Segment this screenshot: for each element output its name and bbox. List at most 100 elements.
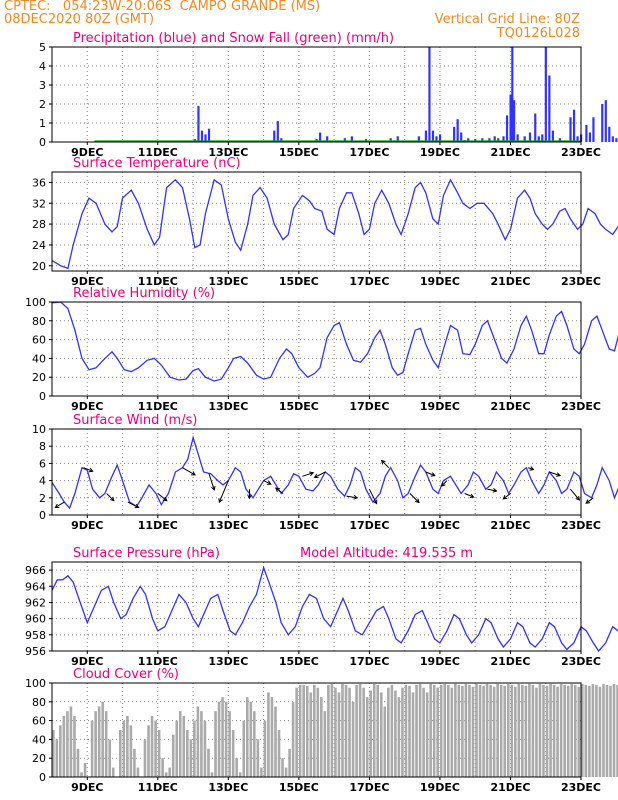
chart-panel-4: 0 2 4 6 8 10 9DEC 11DEC 13DEC 15DEC 17DEC 19DEC 21DE… (32, 413, 618, 532)
precip-bar (438, 134, 442, 142)
cloud-cover-bar (245, 697, 249, 777)
cloud-cover-bar (577, 686, 581, 777)
cloud-cover-bar (545, 685, 549, 777)
x-tick-label: 11DEC (138, 781, 178, 794)
cloud-cover-bar (411, 692, 415, 777)
cloud-cover-bar (186, 730, 189, 777)
wind-arrow (549, 471, 561, 477)
cloud-cover-bar (401, 687, 404, 777)
y-tick-label: 20 (32, 260, 46, 273)
precip-bar (516, 134, 519, 142)
wind-arrow (425, 471, 436, 477)
precip-bar (576, 136, 579, 142)
precip-bar (350, 136, 353, 142)
x-tick-label: 13DEC (208, 519, 248, 532)
wind-arrow-head (134, 503, 140, 509)
wind-arrow-head (353, 495, 359, 500)
plot-frame (51, 428, 582, 516)
cloud-cover-bar (429, 683, 432, 777)
cloud-cover-bar (161, 758, 164, 777)
x-tick-label: 15DEC (279, 275, 319, 288)
cloud-cover-bar (595, 684, 598, 777)
cloud-cover-bar (341, 683, 344, 777)
wind-arrow (208, 473, 215, 491)
cloud-cover-bar (330, 683, 334, 777)
wind-arrow (302, 472, 314, 477)
y-tick-label: 0 (39, 136, 46, 149)
cloud-cover-bar (471, 686, 475, 777)
precip-bar (467, 138, 470, 142)
chart-panel-6: 0 20 40 60 80 100 9DEC 11DEC 13DEC 15DEC 17DEC 19DE… (25, 667, 618, 794)
cloud-cover-bar (334, 687, 337, 777)
x-tick-label: 13DEC (208, 146, 248, 159)
cloud-cover-bar (612, 683, 616, 777)
x-tick-label: 9DEC (71, 146, 103, 159)
precip-bar (276, 121, 279, 142)
precip-bar (537, 136, 540, 142)
precip-bar (588, 132, 592, 142)
cloud-cover-bar (351, 701, 355, 777)
precip-bar (544, 47, 547, 142)
wind-arrow-head (469, 493, 475, 499)
plot-frame (51, 682, 582, 778)
x-tick-label: 11DEC (138, 655, 178, 668)
x-tick-label: 21DEC (490, 655, 530, 668)
cloud-cover-bar (101, 701, 104, 777)
cloud-cover-bar (111, 767, 115, 777)
cloud-cover-bar (521, 684, 524, 777)
cloud-cover-bar (355, 684, 358, 777)
precip-bar (424, 130, 428, 142)
x-tick-label: 13DEC (208, 655, 248, 668)
precip-bar (604, 100, 607, 142)
x-tick-label: 11DEC (138, 146, 178, 159)
cloud-cover-bar (80, 772, 83, 777)
wind-arrow-head (88, 467, 94, 473)
cloud-cover-bar (104, 711, 108, 777)
cloud-cover-bar (66, 711, 69, 777)
x-tick-label: 9DEC (71, 655, 103, 668)
x-tick-label: 21DEC (490, 146, 530, 159)
cloud-cover-bar (598, 686, 602, 777)
precip-bar (488, 138, 491, 142)
cloud-cover-bar (136, 767, 140, 777)
cloud-cover-bar (503, 685, 507, 777)
y-tick-label: 60 (32, 334, 46, 347)
cloud-cover-bar (573, 684, 577, 777)
cloud-cover-bar (73, 715, 76, 777)
cloud-cover-bar (394, 690, 397, 777)
cloud-cover-bar (552, 684, 556, 777)
wind-arrow (585, 497, 594, 504)
cloud-cover-bar (418, 683, 422, 777)
cloud-cover-bar (168, 767, 171, 777)
x-tick-label: 19DEC (420, 519, 460, 532)
precip-bar (280, 138, 283, 142)
x-tick-label: 17DEC (349, 275, 389, 288)
y-tick-label: 36 (32, 176, 46, 189)
cloud-cover-bar (83, 762, 87, 777)
cloud-cover-bar (591, 683, 595, 777)
cloud-cover-bar (570, 683, 574, 777)
y-tick-label: 20 (32, 752, 46, 765)
wind-arrow (464, 493, 474, 498)
cloud-cover-bar (69, 706, 73, 777)
y-tick-label: 966 (25, 564, 46, 577)
y-tick-label: 24 (32, 239, 46, 252)
precip-bar (502, 136, 505, 142)
cloud-cover-bar (171, 734, 175, 777)
cloud-cover-bar (566, 685, 570, 777)
cloud-cover-bar (383, 706, 387, 777)
y-tick-label: 40 (32, 733, 46, 746)
precip-bar (523, 136, 526, 142)
cloud-cover-bar (376, 684, 380, 777)
wind-arrow-head (575, 495, 581, 501)
y-tick-label: 0 (39, 509, 46, 522)
header-line2-left: 08DEC2020 80Z (GMT) (4, 12, 155, 27)
cloud-cover-bar (387, 687, 390, 777)
x-tick-label: 19DEC (420, 400, 460, 413)
y-tick-label: 20 (32, 371, 46, 384)
wind-arrow-head (274, 487, 280, 492)
precip-bar (456, 119, 459, 142)
y-tick-label: 80 (32, 315, 46, 328)
plot-frame (51, 561, 582, 652)
series-line (51, 301, 618, 382)
